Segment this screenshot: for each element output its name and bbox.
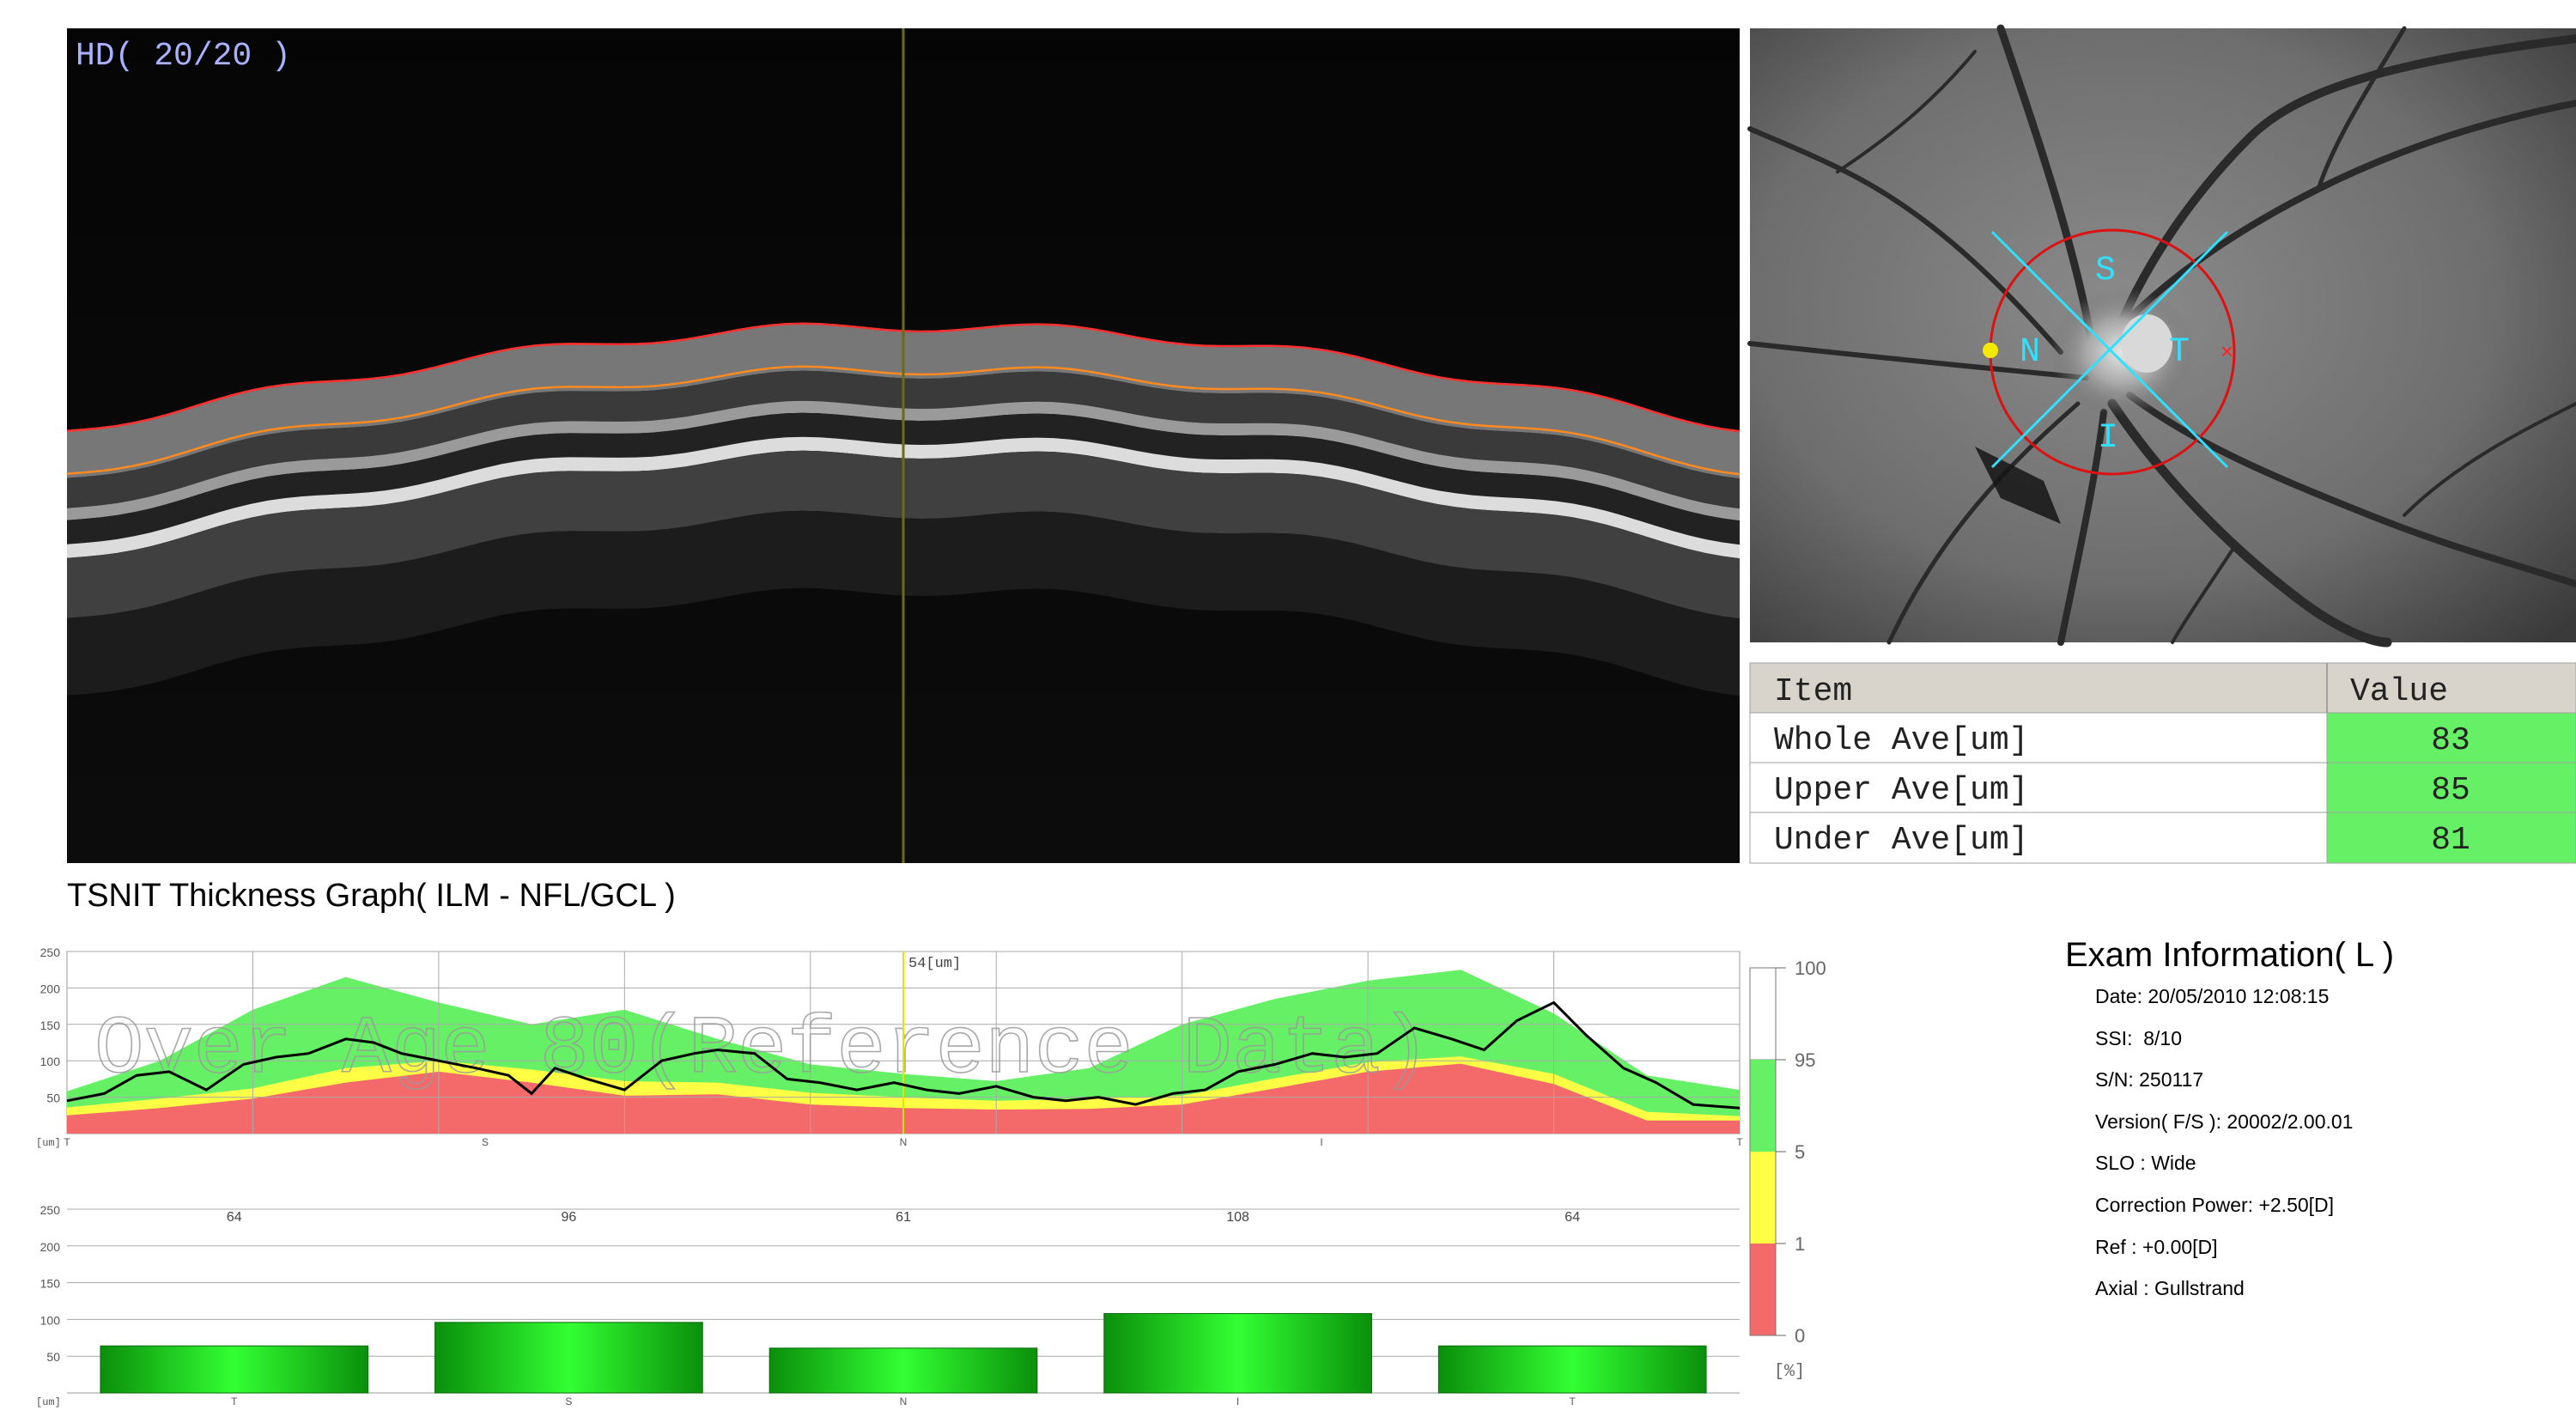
table-header-value: Value (2350, 673, 2448, 710)
legend-label: 1 (1795, 1233, 1805, 1255)
tsnit-y-tick-label: 150 (40, 1019, 61, 1032)
optic-cup (2121, 314, 2172, 373)
sector-bar-value-label: 108 (1226, 1210, 1249, 1225)
sector-bar-category-label: S (565, 1396, 572, 1408)
exam-info-date: Date: 20/05/2010 12:08:15 (2095, 985, 2330, 1007)
sector-bar-t (1437, 1345, 1707, 1394)
exam-info-ssi: SSI: 8/10 (2095, 1026, 2183, 1049)
legend-red-band (1750, 1244, 1776, 1335)
table-header-bg (1749, 662, 2576, 714)
oct-bscan-image: HD( 20/20 ) (66, 28, 1741, 863)
exam-info-correction: Correction Power: +2.50[D] (2095, 1193, 2335, 1216)
exam-info-serial: S/N: 250117 (2095, 1068, 2204, 1092)
sector-bar-value-label: 64 (227, 1210, 242, 1225)
tsnit-y-tick-label: 200 (40, 982, 61, 995)
graph-title: TSNIT Thickness Graph( ILM - NFL/GCL ) (67, 878, 676, 914)
exam-info-title: Exam Information( L ) (2065, 936, 2395, 974)
tsnit-x-tick-label: N (900, 1136, 908, 1148)
table-row-item: Whole Ave[um] (1774, 722, 2028, 759)
oct-scan-label: HD( 20/20 ) (76, 38, 291, 75)
bar-y-axis-unit: [um] (36, 1396, 61, 1408)
table-row-value: 81 (2431, 822, 2470, 859)
table-row-item: Upper Ave[um] (1774, 772, 2028, 809)
sector-bar-value-label: 61 (896, 1210, 911, 1225)
sector-bar-i (1103, 1313, 1372, 1394)
tsnit-x-tick-label: I (1320, 1136, 1322, 1148)
oct-plexiform-layer (67, 400, 1740, 521)
table-row-value: 83 (2431, 722, 2470, 759)
tsnit-x-tick-label: S (482, 1136, 489, 1148)
percentile-legend: 100 95 5 1 0 [%] (1749, 958, 1826, 1382)
exam-information-panel: Exam Information( L ) Date: 20/05/2010 1… (2065, 936, 2546, 1300)
reference-data-watermark: Over Age 80(Reference Data) (94, 1003, 1430, 1097)
oct-nuclear-layer (67, 412, 1740, 545)
tsnit-y-tick-label: 50 (46, 1092, 60, 1105)
sector-bar-chart: 50 100 150 200 250 [um] 64 T 96 S 61 N 108 I 64 T (36, 1203, 1740, 1408)
oct-nfl-layer (67, 323, 1740, 479)
legend-label: 0 (1795, 1325, 1805, 1347)
bar-y-tick-label: 150 (40, 1277, 61, 1291)
legend-label: 100 (1795, 958, 1826, 979)
exam-info-axial: Axial : Gullstrand (2095, 1277, 2245, 1300)
oct-deep-layer (67, 510, 1740, 696)
shadow-artifact (1975, 447, 2061, 524)
table-row-value: 85 (2431, 772, 2470, 809)
exam-info-ref: Ref : +0.00[D] (2095, 1235, 2218, 1258)
legend-unit: [%] (1774, 1362, 1805, 1382)
legend-green-band (1750, 1060, 1776, 1152)
table-value-cell (2326, 812, 2576, 864)
exam-info-slo: SLO : Wide (2095, 1152, 2196, 1175)
table-header-item: Item (1774, 673, 1852, 710)
tsnit-x-tick-label: T (1736, 1136, 1743, 1148)
tsnit-y-axis-unit: [um] (36, 1137, 61, 1149)
sector-label-inferior: I (2098, 419, 2118, 458)
table-row-item: Under Ave[um] (1774, 822, 2028, 859)
table-value-cell (2326, 762, 2576, 813)
oct-rpe-band (67, 436, 1740, 559)
bar-y-tick-label: 200 (40, 1240, 61, 1254)
measured-thickness-line (66, 1000, 1741, 1110)
sector-label-nasal: N (2020, 333, 2040, 372)
bar-y-tick-label: 250 (40, 1203, 61, 1217)
retinal-vessels (1747, 24, 2576, 648)
legend-label: 5 (1795, 1141, 1805, 1163)
percentile-1-band (67, 1063, 1740, 1134)
legend-label: 95 (1795, 1049, 1815, 1071)
sector-bar-category-label: T (1570, 1396, 1577, 1408)
legend-white-band (1749, 967, 1777, 1061)
sector-bar-s (434, 1322, 703, 1394)
bar-y-tick-label: 50 (46, 1350, 60, 1364)
tsnit-x-tick-label: T (64, 1136, 70, 1148)
exam-info-version: Version( F/S ): 20002/2.00.01 (2095, 1110, 2354, 1133)
fundus-image: S N T I × (1747, 24, 2576, 648)
scan-end-marker[interactable]: × (2221, 338, 2233, 364)
bar-y-tick-label: 100 (40, 1313, 61, 1327)
sector-bar-value-label: 64 (1564, 1210, 1580, 1225)
tsnit-y-tick-label: 100 (40, 1055, 61, 1068)
sector-label-temporal: T (2169, 333, 2190, 372)
tsnit-y-tick-label: 250 (40, 946, 61, 959)
sector-bar-category-label: N (900, 1396, 908, 1408)
table-value-cell (2326, 712, 2576, 763)
sector-bar-value-label: 96 (562, 1210, 577, 1225)
measurement-table: Item Value Whole Ave[um] 83 Upper Ave[um… (1749, 662, 2576, 864)
sector-label-superior: S (2095, 252, 2116, 290)
oct-retina-layers (66, 322, 1741, 696)
scan-start-marker[interactable] (1983, 343, 1998, 358)
legend-yellow-band (1750, 1152, 1776, 1244)
sector-bar-n (769, 1347, 1038, 1394)
sector-bar-category-label: I (1236, 1396, 1239, 1408)
sector-bar-category-label: T (231, 1396, 238, 1408)
table-row-bg (1749, 812, 2328, 864)
sector-bar-t (100, 1345, 369, 1394)
oct-choroid-layer (67, 450, 1740, 619)
sector-line-2 (1990, 230, 2229, 469)
oct-inner-layer (67, 370, 1740, 509)
tsnit-cursor-label: 54[um] (908, 956, 961, 972)
